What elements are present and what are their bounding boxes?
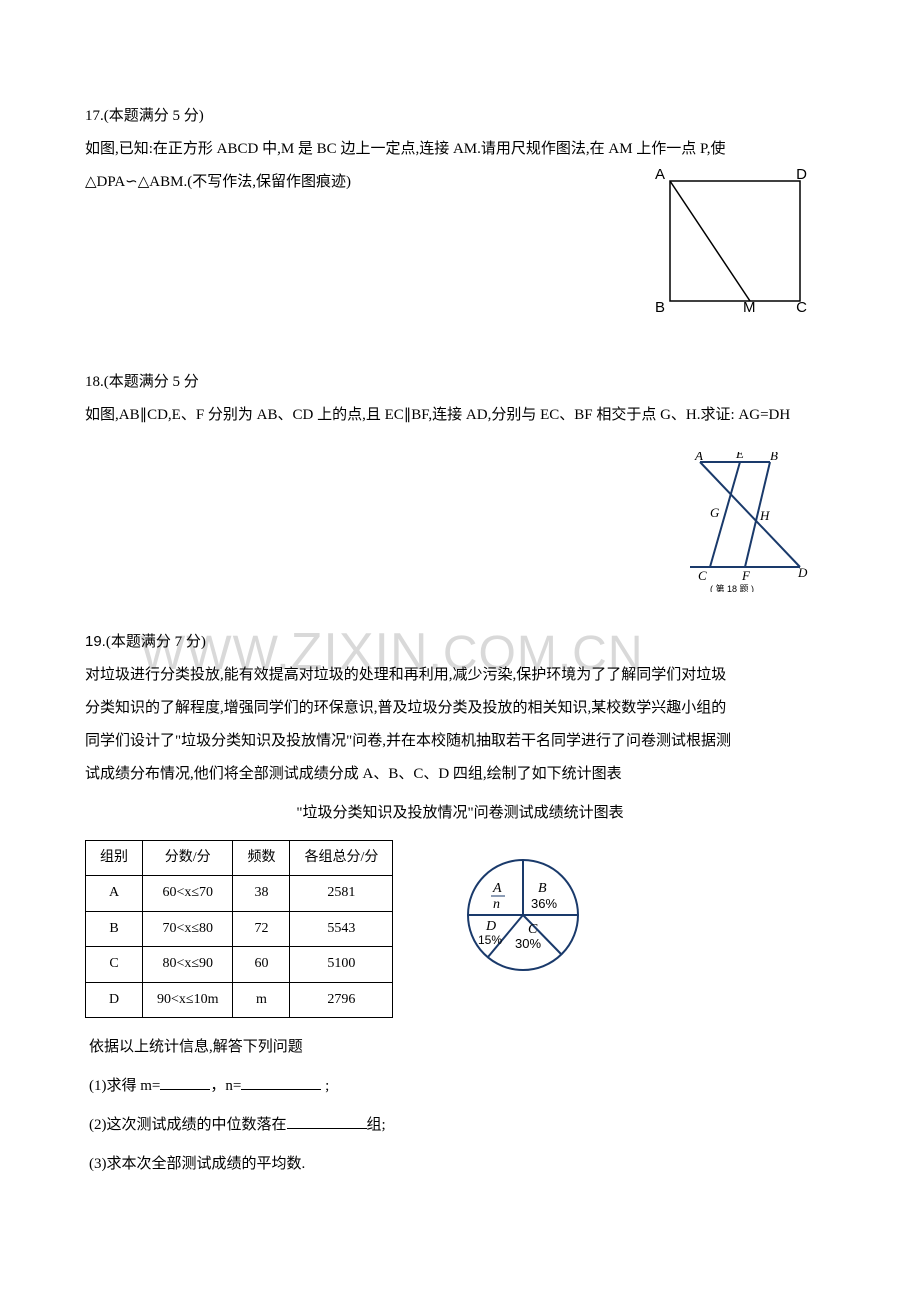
svg-text:G: G [710,505,720,520]
q17-text-line1: 如图,已知:在正方形 ABCD 中,M 是 BC 边上一定点,连接 AM.请用尺… [85,133,835,166]
svg-text:30%: 30% [515,936,541,951]
q19-table-title: "垃圾分类知识及投放情况"问卷测试成绩统计图表 [85,797,835,830]
blank-m[interactable] [160,1075,210,1090]
col-header: 各组总分/分 [290,841,393,876]
blank-median[interactable] [287,1114,367,1129]
q18-header: 18.(本题满分 5 分 [85,366,835,399]
svg-text:15%: 15% [478,933,502,947]
svg-text:A: A [694,452,703,463]
question-18: 18.(本题满分 5 分 如图,AB∥CD,E、F 分别为 AB、CD 上的点,… [85,366,835,605]
svg-text:n: n [493,897,500,912]
q19-sub2: (2)这次测试成绩的中位数落在组; [89,1106,835,1145]
q19-p1: 对垃圾进行分类投放,能有效提高对垃圾的处理和再利用,减少污染,保护环境为了了解同… [85,659,835,692]
svg-text:H: H [759,508,770,523]
col-header: 分数/分 [143,841,233,876]
question-17: 17.(本题满分 5 分) 如图,已知:在正方形 ABCD 中,M 是 BC 边… [85,100,835,316]
blank-n[interactable] [241,1075,321,1090]
label-D: D [796,158,807,191]
q17-header: 17.(本题满分 5 分) [85,100,835,133]
page-content: 17.(本题满分 5 分) 如图,已知:在正方形 ABCD 中,M 是 BC 边… [85,100,835,1184]
svg-text:E: E [735,452,744,461]
svg-text:A: A [492,881,502,896]
table-row: D 90<x≤10m m 2796 [86,982,393,1017]
svg-text:D: D [485,919,496,934]
svg-text:D: D [797,565,808,580]
q19-header: 19.(本题满分 7 分) [85,625,835,659]
svg-text:F: F [741,568,751,583]
question-19: 19.(本题满分 7 分) 对垃圾进行分类投放,能有效提高对垃圾的处理和再利用,… [85,625,835,1184]
table-header-row: 组别 分数/分 频数 各组总分/分 [86,841,393,876]
square-figure: A D B M C [655,166,835,316]
label-M: M [743,291,756,324]
table-row: B 70<x≤80 72 5543 [86,911,393,946]
svg-text:B: B [538,881,547,896]
q19-p4: 试成绩分布情况,他们将全部测试成绩分成 A、B、C、D 四组,绘制了如下统计图表 [85,758,835,791]
svg-text:36%: 36% [531,896,557,911]
q19-p3: 同学们设计了"垃圾分类知识及投放情况"问卷,并在本校随机抽取若干名同学进行了问卷… [85,725,835,758]
label-A: A [655,158,665,191]
label-B: B [655,291,665,324]
svg-text:C: C [698,568,707,583]
col-header: 组别 [86,841,143,876]
table-row: A 60<x≤70 38 2581 [86,876,393,911]
q19-sub1: (1)求得 m=，n= ; [89,1067,835,1106]
q19-p2: 分类知识的了解程度,增强同学们的环保意识,普及垃圾分类及投放的相关知识,某校数学… [85,692,835,725]
svg-text:B: B [770,452,778,463]
col-header: 频数 [233,841,290,876]
svg-text:C: C [528,922,538,937]
q18-text-line1: 如图,AB∥CD,E、F 分别为 AB、CD 上的点,且 EC∥BF,连接 AD… [85,399,835,432]
frequency-table: 组别 分数/分 频数 各组总分/分 A 60<x≤70 38 2581 B 70… [85,840,393,1018]
table-row: C 80<x≤90 60 5100 [86,947,393,982]
q17-text-line2: △DPA∽△ABM.(不写作法,保留作图痕迹) [85,166,635,199]
svg-text:( 第 18 题 ): ( 第 18 题 ) [710,583,754,592]
q19-sub-intro: 依据以上统计信息,解答下列问题 [89,1028,835,1067]
q19-sub3: (3)求本次全部测试成绩的平均数. [89,1145,835,1184]
label-C: C [796,291,807,324]
parallel-figure: A E B G H C F D ( 第 18 题 ) [680,452,815,605]
pie-chart: A n B 36% D 15% C 30% [453,850,603,993]
